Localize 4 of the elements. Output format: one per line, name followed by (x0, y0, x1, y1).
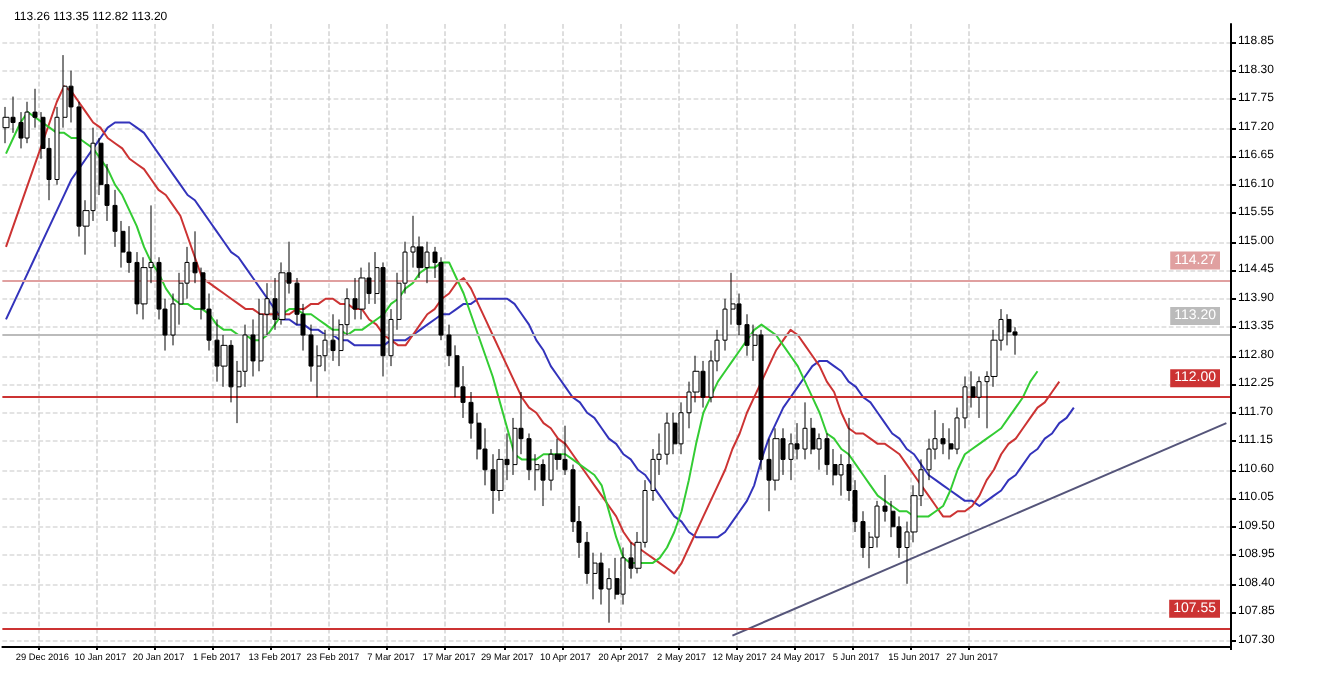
candlestick (424, 241, 430, 284)
candlestick (358, 267, 366, 320)
candlestick (620, 547, 626, 606)
candlestick (802, 401, 808, 460)
